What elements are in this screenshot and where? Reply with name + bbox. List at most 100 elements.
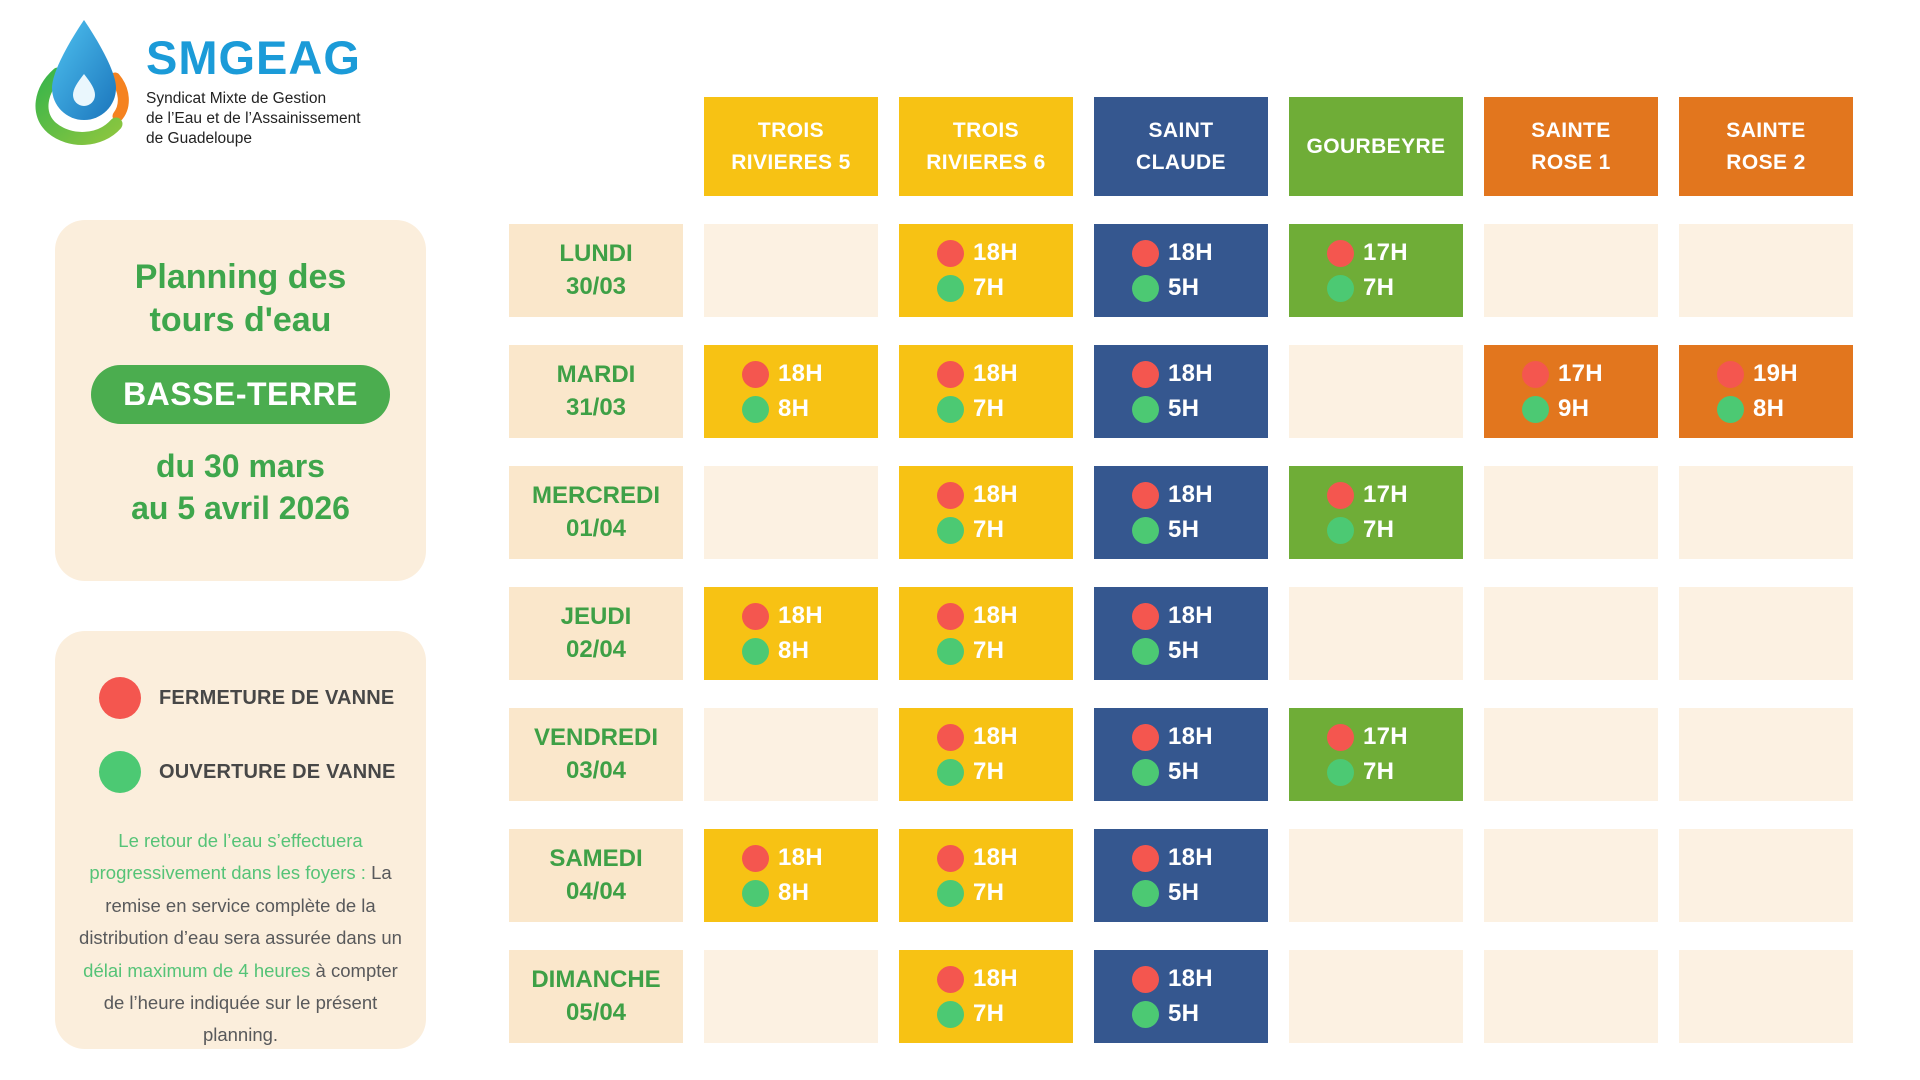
schedule-cell-gourbeyre — [1289, 587, 1463, 680]
tagline-line-3: de Guadeloupe — [146, 130, 253, 148]
closure-dot-icon — [1327, 481, 1354, 509]
closure-dot-icon — [1327, 239, 1354, 267]
opening-time: 5H — [1168, 758, 1200, 785]
schedule-cell-gourbeyre: 17H 7H — [1289, 224, 1463, 317]
schedule-cell-saint-claude: 18H 5H — [1094, 224, 1268, 317]
day-cell: MARDI 31/03 — [509, 345, 683, 438]
closure-line: 18H — [937, 602, 1073, 630]
closure-time: 18H — [973, 602, 1018, 629]
day-name: VENDREDI — [533, 724, 659, 752]
closure-dot-icon — [1132, 239, 1159, 267]
poster-title: Planning des tours d'eau — [135, 256, 347, 341]
closure-dot-icon — [1132, 844, 1159, 872]
schedule-cell-trois-rivieres-6: 18H 7H — [899, 950, 1073, 1043]
schedule-cell-saint-claude: 18H 5H — [1094, 587, 1268, 680]
day-date: 05/04 — [565, 998, 627, 1026]
schedule-cell-trois-rivieres-6: 18H 7H — [899, 829, 1073, 922]
day-date: 03/04 — [565, 756, 627, 784]
period-line-1: du 30 mars — [156, 448, 325, 484]
closure-line: 17H — [1522, 360, 1658, 388]
opening-dot-icon — [1132, 516, 1159, 544]
opening-dot-icon — [742, 879, 769, 907]
opening-dot-icon — [1327, 758, 1354, 786]
closure-dot-icon — [742, 602, 769, 630]
tagline-line-1: Syndicat Mixte de Gestion — [146, 90, 327, 107]
legend-note: Le retour de l’eau s’effectuera progress… — [77, 825, 404, 1052]
closure-time: 18H — [778, 360, 823, 387]
schedule-cell-sainte-rose-1 — [1484, 466, 1658, 559]
closure-line: 17H — [1327, 239, 1463, 267]
column-header-trois-rivieres-6: TROIS RIVIERES 6 — [899, 97, 1073, 196]
schedule-cell-trois-rivieres-5 — [704, 224, 878, 317]
column-header-saint-claude: SAINT CLAUDE — [1094, 97, 1268, 196]
schedule-cell-trois-rivieres-5 — [704, 708, 878, 801]
opening-dot-icon — [1132, 879, 1159, 907]
schedule-cell-gourbeyre — [1289, 829, 1463, 922]
closure-line: 18H — [1132, 239, 1268, 267]
closure-line: 18H — [937, 360, 1073, 388]
day-date: 02/04 — [565, 635, 627, 663]
closure-dot-icon — [937, 965, 964, 993]
opening-line: 7H — [1327, 274, 1463, 302]
closure-dot-icon — [937, 360, 964, 388]
opening-dot-icon — [1522, 395, 1549, 423]
day-name: MERCREDI — [531, 482, 660, 510]
opening-line: 7H — [937, 879, 1073, 907]
closure-dot-icon — [1522, 360, 1549, 388]
period-line-2: au 5 avril 2026 — [131, 489, 350, 526]
closure-line: 18H — [1132, 360, 1268, 388]
opening-dot-icon — [937, 1000, 964, 1028]
legend-label: FERMETURE DE VANNE — [159, 686, 395, 709]
schedule-cell-gourbeyre — [1289, 950, 1463, 1043]
schedule-cell-trois-rivieres-5: 18H 8H — [704, 587, 878, 680]
closure-time: 18H — [1168, 481, 1213, 508]
schedule-cell-gourbeyre — [1289, 345, 1463, 438]
day-cell: SAMEDI 04/04 — [509, 829, 683, 922]
opening-line: 7H — [937, 274, 1073, 302]
closure-dot-icon — [937, 723, 964, 751]
schedule-cell-gourbeyre: 17H 7H — [1289, 466, 1463, 559]
closure-line: 18H — [937, 481, 1073, 509]
legend-label: OUVERTURE DE VANNE — [159, 760, 396, 783]
closure-dot-icon — [1717, 360, 1744, 388]
day-name: SAMEDI — [549, 845, 643, 873]
schedule-cell-trois-rivieres-5: 18H 8H — [704, 829, 878, 922]
closure-time: 18H — [973, 239, 1018, 266]
closure-time: 18H — [973, 844, 1018, 871]
opening-line: 8H — [742, 879, 878, 907]
closure-time: 17H — [1363, 239, 1408, 266]
closure-time: 18H — [778, 844, 823, 871]
closure-dot-icon — [1132, 602, 1159, 630]
schedule-cell-sainte-rose-2 — [1679, 587, 1853, 680]
opening-dot-icon — [1327, 516, 1354, 544]
opening-line: 7H — [937, 758, 1073, 786]
legend-items: FERMETURE DE VANNE OUVERTURE DE VANNE — [77, 677, 404, 793]
schedule-cell-sainte-rose-2 — [1679, 950, 1853, 1043]
water-drop-logo-icon — [35, 20, 129, 145]
closure-time: 17H — [1363, 481, 1408, 508]
closure-time: 18H — [973, 481, 1018, 508]
closure-time: 18H — [973, 723, 1018, 750]
opening-dot-icon — [1132, 395, 1159, 423]
opening-line: 7H — [937, 1000, 1073, 1028]
opening-time: 7H — [1363, 274, 1395, 301]
opening-line: 7H — [937, 395, 1073, 423]
column-header-sainte-rose-2: SAINTE ROSE 2 — [1679, 97, 1853, 196]
title-line-1: Planning des — [134, 258, 347, 296]
schedule-cell-trois-rivieres-6: 18H 7H — [899, 466, 1073, 559]
closure-line: 18H — [937, 723, 1073, 751]
schedule-cell-trois-rivieres-5 — [704, 466, 878, 559]
closure-time: 18H — [1168, 965, 1213, 992]
closure-line: 18H — [742, 602, 878, 630]
closure-dot-icon — [1327, 723, 1354, 751]
opening-line: 5H — [1132, 516, 1268, 544]
opening-line: 7H — [937, 637, 1073, 665]
schedule-cell-sainte-rose-2: 19H 8H — [1679, 345, 1853, 438]
closure-dot-icon — [1132, 481, 1159, 509]
closure-line: 17H — [1327, 723, 1463, 751]
opening-dot-icon — [937, 758, 964, 786]
opening-time: 7H — [973, 395, 1005, 422]
opening-line: 5H — [1132, 758, 1268, 786]
day-name: DIMANCHE — [531, 966, 661, 994]
schedule-cell-gourbeyre: 17H 7H — [1289, 708, 1463, 801]
